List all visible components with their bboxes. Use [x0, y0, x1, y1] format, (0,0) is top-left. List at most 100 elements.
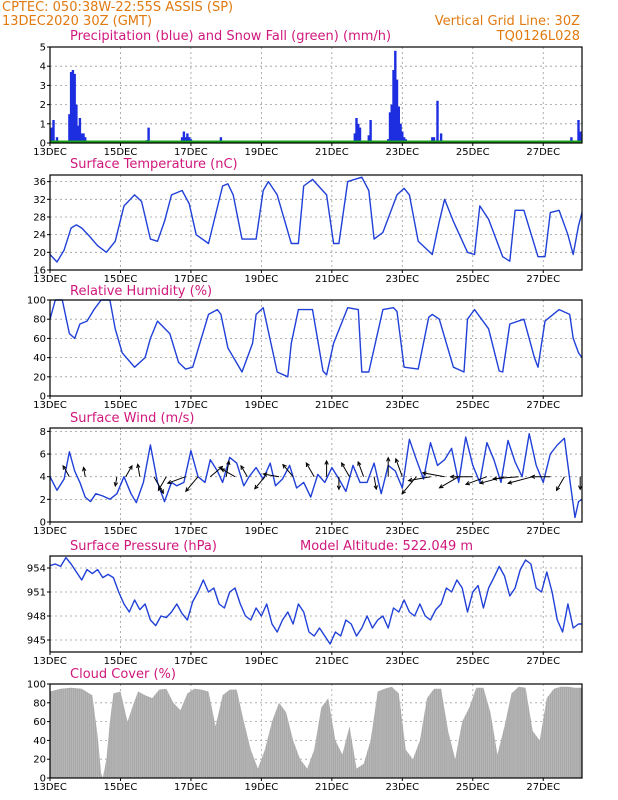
pres-title: Surface Pressure (hPa) — [70, 539, 217, 554]
wind-vector-shaft — [373, 476, 377, 490]
pressure-panel: Surface Pressure (hPa) Model Altitude: 52… — [27, 539, 583, 667]
cloud-title: Cloud Cover (%) — [70, 667, 176, 682]
wind-vector — [166, 476, 186, 485]
cloud-ytick: 20 — [33, 755, 46, 766]
wind-vector — [530, 474, 551, 479]
wind-vector — [136, 463, 141, 477]
pres-xtick: 13DEC — [33, 656, 67, 667]
precip-xtick: 27DEC — [526, 147, 560, 158]
wind-vector-head — [555, 486, 561, 492]
precip-bar — [353, 133, 356, 143]
wind-vector-head — [262, 472, 268, 477]
wind-vector-shaft — [282, 464, 294, 478]
wind-vector-head — [226, 459, 231, 466]
wind-vector-head — [254, 484, 259, 490]
wind-vector — [113, 476, 119, 488]
precip-bar — [392, 70, 395, 143]
wind-vector — [341, 461, 350, 477]
rh-ytick: 60 — [33, 334, 46, 345]
pres-xtick: 25DEC — [456, 656, 490, 667]
wind-vector — [449, 474, 473, 479]
precip-bar — [75, 104, 78, 143]
wind-ytick: 6 — [40, 450, 46, 461]
rh-xtick: 25DEC — [456, 400, 490, 411]
temp-xtick: 21DEC — [315, 274, 349, 285]
wind-vector — [506, 476, 533, 485]
precip-bar — [570, 137, 573, 143]
precip-bar — [394, 50, 397, 143]
wind-vector-head — [136, 463, 141, 469]
cloud-ytick: 40 — [33, 736, 46, 747]
wind-vector-shaft — [254, 476, 266, 490]
cloud-xtick: 23DEC — [385, 782, 419, 793]
cloud-xtick: 27DEC — [526, 782, 560, 793]
wind-vector-shaft — [556, 476, 565, 491]
precip-bar — [577, 120, 580, 143]
precip-bar — [73, 73, 76, 143]
pres-ytick: 945 — [27, 636, 46, 647]
wind-vector — [555, 476, 565, 492]
precip-bar — [78, 118, 82, 143]
cloud-cover-panel: Cloud Cover (%) 0 20 40 60 80 100 13DEC 15DEC 17D… — [27, 667, 583, 793]
precip-ytick: 4 — [40, 62, 46, 73]
rh-ytick: 40 — [33, 353, 46, 364]
cloud-ytick: 80 — [33, 698, 46, 709]
precip-xtick: 21DEC — [315, 147, 349, 158]
precip-bar — [69, 72, 73, 143]
precip-ytick: 0 — [40, 139, 46, 150]
header-run-date: 13DEC2020 30Z (GMT) — [2, 14, 152, 29]
pres-series-line — [49, 556, 582, 645]
precip-bar — [397, 106, 400, 143]
precip-bar — [399, 123, 402, 143]
wind-vector — [438, 476, 459, 489]
wind-ytick: 4 — [40, 472, 46, 483]
precip-xtick: 19DEC — [245, 147, 279, 158]
wind-vector-shaft — [439, 476, 459, 489]
wind-panel: Surface Wind (m/s) 0 2 4 6 8 13DEC 15DEC 17DEC 19… — [33, 411, 583, 537]
wind-vector-head — [282, 463, 287, 469]
wind-frame — [49, 427, 583, 523]
temp-ytick: 16 — [33, 266, 46, 277]
wind-vector-head — [336, 485, 342, 491]
precip-bar — [390, 104, 393, 143]
precip-bar — [180, 137, 184, 143]
wind-vector-head — [421, 471, 427, 476]
pres-ytick: 954 — [27, 564, 46, 575]
precip-bar — [77, 125, 80, 143]
precipitation-panel: Precipitation (blue) and Snow Fall (gree… — [33, 29, 583, 158]
cloud-ytick: 60 — [33, 717, 46, 728]
wind-vector-shaft — [240, 465, 248, 477]
wind-vector-shaft — [341, 462, 350, 477]
precip-ytick: 2 — [40, 100, 46, 111]
wind-vector-shaft — [493, 476, 519, 480]
pres-xtick: 21DEC — [315, 656, 349, 667]
cloud-xtick: 21DEC — [315, 782, 349, 793]
wind-vector-shaft — [263, 473, 280, 478]
cloud-ytick: 100 — [27, 680, 46, 691]
precip-title: Precipitation (blue) and Snow Fall (gree… — [70, 29, 391, 44]
precip-ytick: 1 — [40, 119, 46, 130]
wind-vector — [421, 471, 445, 478]
precip-bar — [84, 137, 87, 143]
wind-xtick: 15DEC — [104, 526, 138, 537]
rh-xtick: 17DEC — [174, 400, 208, 411]
temp-xtick: 23DEC — [385, 274, 419, 285]
wind-vector-shaft — [153, 476, 164, 494]
wind-vector — [357, 460, 365, 477]
wind-vector — [386, 456, 391, 477]
precip-bar — [439, 133, 443, 143]
pres-xtick: 27DEC — [526, 656, 560, 667]
wind-title: Surface Wind (m/s) — [70, 411, 194, 426]
precip-bar — [432, 137, 436, 143]
precip-bar — [219, 137, 223, 143]
wind-vector-head — [185, 487, 190, 493]
temp-xtick: 25DEC — [456, 274, 490, 285]
wind-vector-shaft — [305, 462, 315, 477]
rh-title: Relative Humidity (%) — [70, 284, 212, 299]
pres-xtick: 15DEC — [104, 656, 138, 667]
wind-vector-shaft — [422, 472, 445, 478]
humidity-panel: Relative Humidity (%) 0 20 40 60 80 100 13DEC 15… — [27, 284, 583, 411]
precip-bar — [436, 100, 439, 143]
wind-vector — [220, 468, 236, 478]
wind-vector-head — [394, 457, 400, 463]
